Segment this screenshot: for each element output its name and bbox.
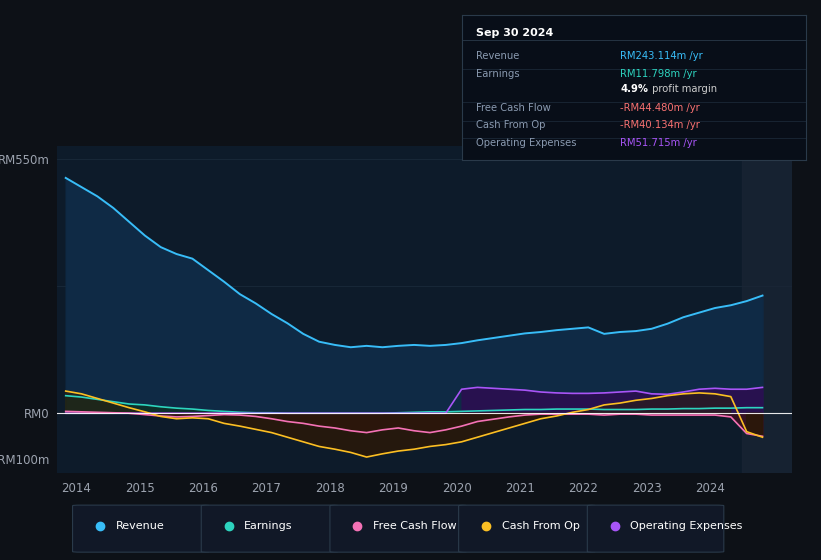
- Text: Revenue: Revenue: [475, 50, 519, 60]
- FancyBboxPatch shape: [201, 505, 337, 552]
- Text: 4.9%: 4.9%: [620, 84, 649, 94]
- Text: Cash From Op: Cash From Op: [475, 120, 545, 130]
- Text: Revenue: Revenue: [116, 521, 164, 531]
- Text: -RM44.480m /yr: -RM44.480m /yr: [620, 103, 700, 113]
- Text: RM243.114m /yr: RM243.114m /yr: [620, 50, 703, 60]
- FancyBboxPatch shape: [459, 505, 595, 552]
- Text: Free Cash Flow: Free Cash Flow: [475, 103, 551, 113]
- Text: Free Cash Flow: Free Cash Flow: [373, 521, 456, 531]
- Text: profit margin: profit margin: [649, 84, 718, 94]
- Text: -RM40.134m /yr: -RM40.134m /yr: [620, 120, 700, 130]
- Text: Sep 30 2024: Sep 30 2024: [475, 28, 553, 38]
- Text: Earnings: Earnings: [475, 69, 520, 80]
- FancyBboxPatch shape: [72, 505, 209, 552]
- Bar: [741, 146, 792, 473]
- Text: Cash From Op: Cash From Op: [502, 521, 580, 531]
- Text: RM51.715m /yr: RM51.715m /yr: [620, 138, 697, 148]
- Text: Operating Expenses: Operating Expenses: [475, 138, 576, 148]
- FancyBboxPatch shape: [587, 505, 724, 552]
- Text: Earnings: Earnings: [244, 521, 292, 531]
- Text: RM11.798m /yr: RM11.798m /yr: [620, 69, 697, 80]
- Text: Operating Expenses: Operating Expenses: [631, 521, 743, 531]
- FancyBboxPatch shape: [330, 505, 466, 552]
